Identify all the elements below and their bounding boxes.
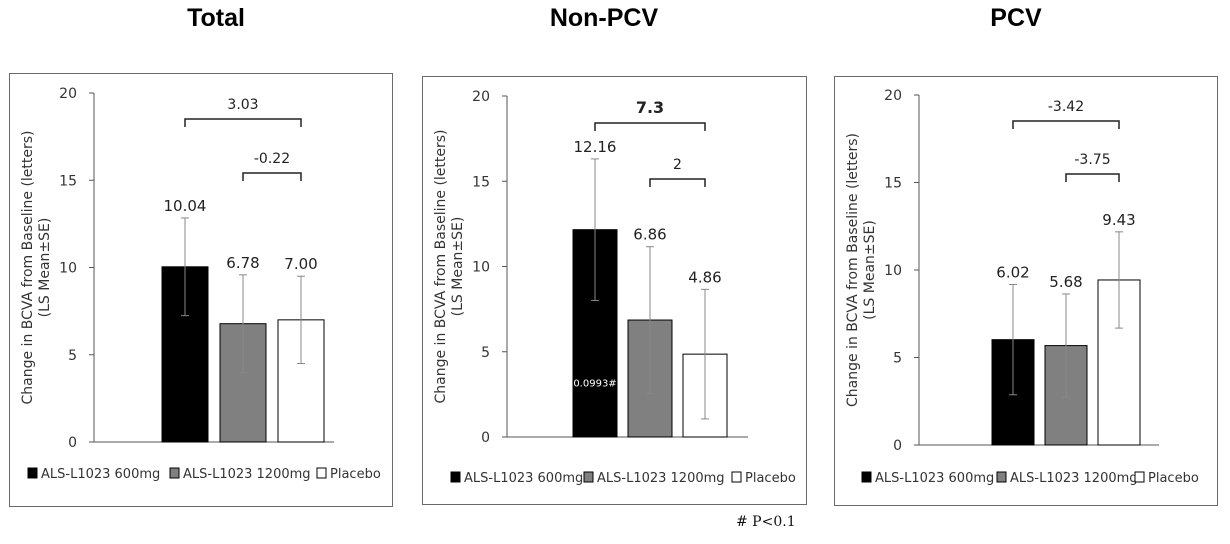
panel-title-total: Total bbox=[187, 4, 245, 32]
comparison-bracket bbox=[1065, 173, 1120, 182]
y-axis-title: Change in BCVA from Baseline (letters) bbox=[433, 129, 449, 403]
data-label: 6.86 bbox=[633, 226, 666, 244]
data-label: 6.78 bbox=[226, 254, 259, 272]
legend-label: Placebo bbox=[745, 471, 796, 486]
chart-panel-pcv: Change in BCVA from Baseline (letters) (L… bbox=[834, 76, 1218, 506]
chart-panel-total: Change in BCVA from Baseline (letters) (L… bbox=[9, 73, 393, 507]
data-label: 10.04 bbox=[164, 197, 207, 215]
comparison-bracket bbox=[649, 178, 706, 187]
bracket-label: -0.22 bbox=[254, 151, 290, 167]
chart-svg: Change in BCVA from Baseline (letters) (L… bbox=[433, 89, 796, 486]
y-tick-label: 10 bbox=[59, 261, 77, 277]
p-value-annotation: 0.0993# bbox=[573, 378, 616, 389]
comparison-bracket bbox=[594, 122, 706, 131]
footnote: # P<0.1 bbox=[736, 514, 796, 530]
legend-label: Placebo bbox=[1148, 471, 1199, 486]
y-tick-label: 10 bbox=[884, 263, 902, 279]
chart-svg: Change in BCVA from Baseline (letters) (L… bbox=[20, 86, 381, 482]
legend-swatch bbox=[27, 467, 38, 479]
y-axis-subtitle: (LS Mean±SE) bbox=[450, 217, 466, 317]
bracket-label: 3.03 bbox=[227, 97, 258, 113]
y-tick-label: 15 bbox=[472, 174, 490, 190]
legend-label: ALS-L1023 1200mg bbox=[1010, 471, 1138, 486]
y-tick-label: 15 bbox=[884, 176, 902, 192]
y-tick-label: 0 bbox=[893, 438, 902, 454]
y-axis-title: Change in BCVA from Baseline (letters) bbox=[845, 133, 861, 407]
legend-label: Placebo bbox=[330, 467, 381, 482]
legend-label: ALS-L1023 600mg bbox=[875, 471, 994, 486]
legend-swatch bbox=[583, 471, 594, 483]
data-label: 5.68 bbox=[1049, 273, 1082, 291]
legend-label: ALS-L1023 600mg bbox=[41, 467, 160, 482]
data-label: 7.00 bbox=[284, 255, 317, 273]
y-tick-label: 5 bbox=[893, 351, 902, 367]
chart-svg: Change in BCVA from Baseline (letters) (L… bbox=[845, 88, 1199, 486]
y-tick-label: 20 bbox=[884, 88, 902, 104]
bracket-label: 2 bbox=[673, 157, 682, 173]
y-tick-label: 10 bbox=[472, 260, 490, 276]
data-label: 6.02 bbox=[996, 264, 1029, 282]
legend-label: ALS-L1023 600mg bbox=[464, 471, 583, 486]
comparison-bracket bbox=[1012, 120, 1120, 129]
data-label: 4.86 bbox=[688, 268, 721, 286]
y-tick-label: 5 bbox=[68, 348, 77, 364]
data-label: 9.43 bbox=[1102, 211, 1135, 229]
legend-swatch bbox=[316, 467, 327, 479]
data-label: 12.16 bbox=[574, 138, 617, 156]
y-tick-label: 20 bbox=[472, 89, 490, 105]
y-tick-label: 0 bbox=[481, 430, 490, 446]
legend-swatch bbox=[996, 471, 1007, 483]
y-tick-label: 20 bbox=[59, 86, 77, 102]
bracket-label: 7.3 bbox=[636, 98, 664, 117]
comparison-bracket bbox=[184, 118, 302, 127]
bracket-label: -3.75 bbox=[1074, 152, 1110, 168]
y-axis-title: Change in BCVA from Baseline (letters) bbox=[20, 130, 36, 404]
chart-panel-non-pcv: Change in BCVA from Baseline (letters) (L… bbox=[422, 76, 807, 505]
comparison-bracket bbox=[242, 172, 302, 181]
legend-swatch bbox=[731, 471, 742, 483]
y-axis-subtitle: (LS Mean±SE) bbox=[37, 218, 53, 318]
legend-swatch bbox=[1134, 471, 1145, 483]
panel-title-pcv: PCV bbox=[990, 4, 1042, 32]
y-tick-label: 15 bbox=[59, 173, 77, 189]
y-axis-subtitle: (LS Mean±SE) bbox=[862, 220, 878, 320]
legend-swatch bbox=[169, 467, 180, 479]
panel-title-non-pcv: Non-PCV bbox=[549, 4, 659, 32]
legend-label: ALS-L1023 1200mg bbox=[183, 467, 311, 482]
y-tick-label: 5 bbox=[481, 345, 490, 361]
legend-label: ALS-L1023 1200mg bbox=[597, 471, 725, 486]
y-tick-label: 0 bbox=[68, 435, 77, 451]
bracket-label: -3.42 bbox=[1048, 99, 1084, 115]
legend-swatch bbox=[450, 471, 461, 483]
legend-swatch bbox=[861, 471, 872, 483]
